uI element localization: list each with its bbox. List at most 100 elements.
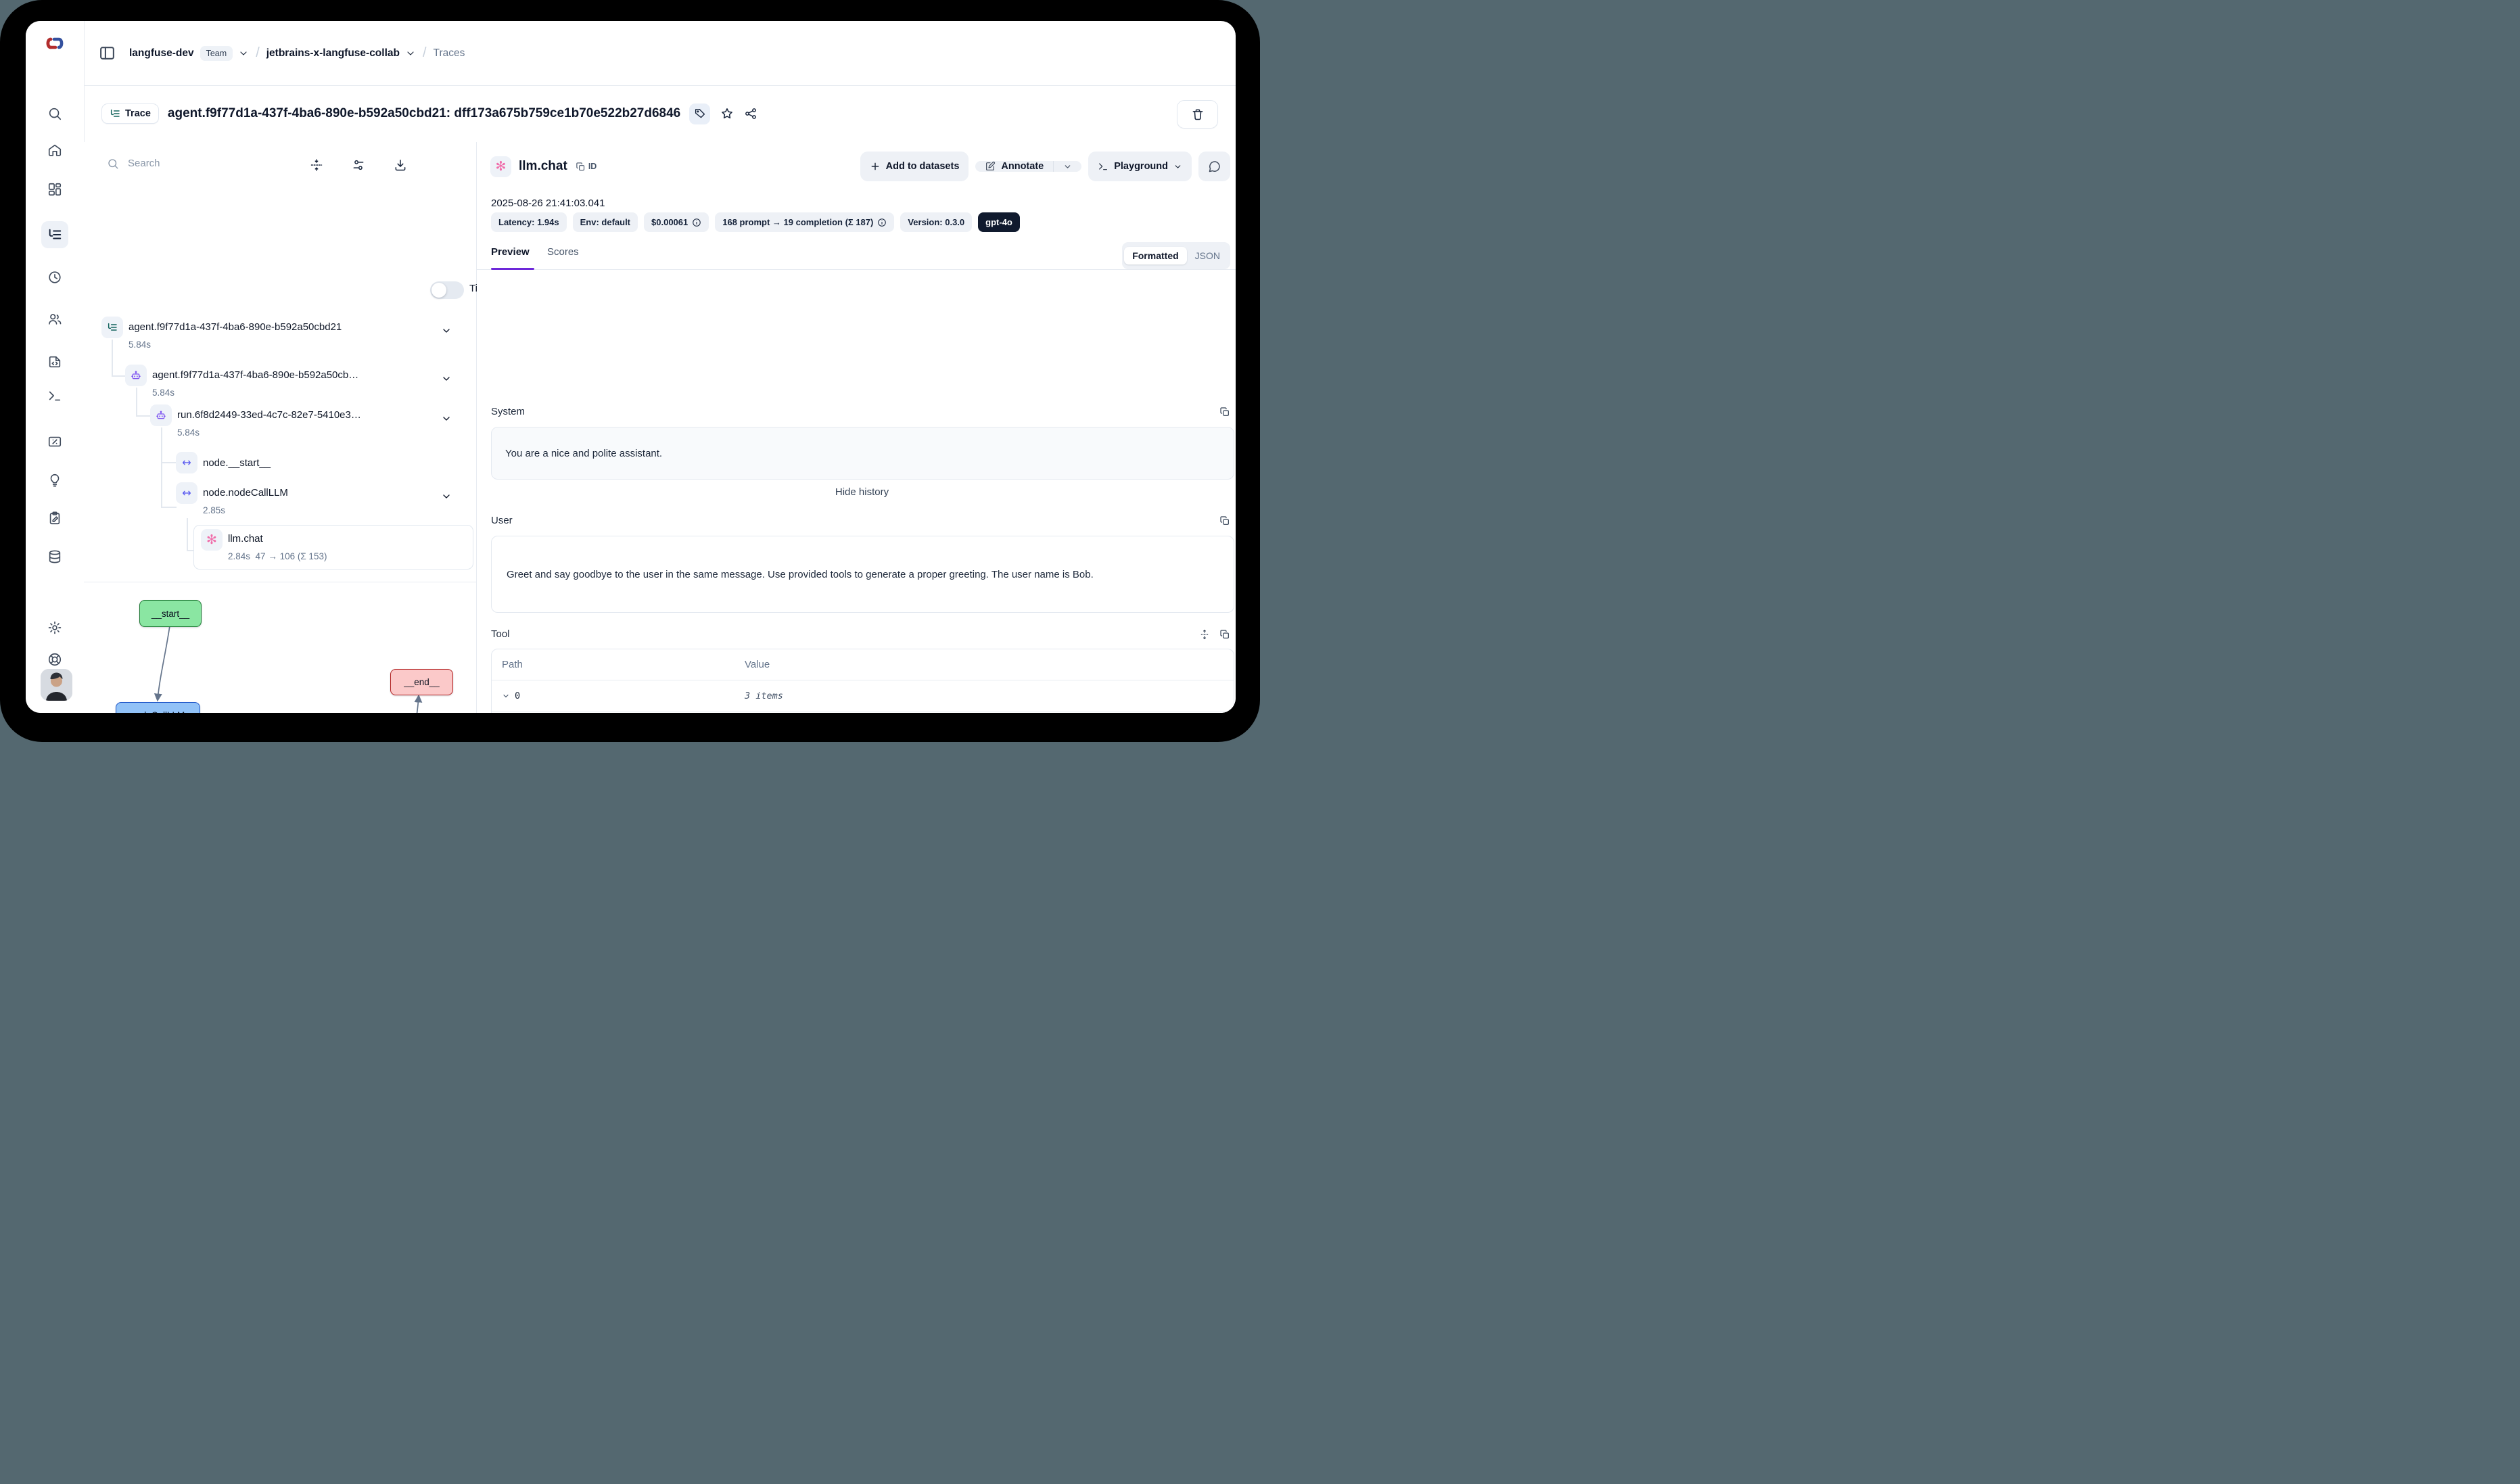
expand-icon[interactable] [1199,629,1210,640]
row-value: 2 items [743,712,1234,713]
model-badge[interactable]: gpt-4o [978,212,1020,232]
chevron-down-icon[interactable] [441,325,452,336]
copy-id-button[interactable]: ID [576,162,597,172]
tool-heading: Tool [491,628,510,640]
playground-icon[interactable] [41,382,68,409]
annotation-icon[interactable] [41,505,68,532]
hide-history-button[interactable]: Hide history [835,486,889,498]
breadcrumb-page[interactable]: Traces [433,47,465,59]
search-input[interactable] [126,157,217,170]
comments-button[interactable] [1198,152,1230,181]
chevron-down-icon[interactable] [238,48,249,59]
add-to-datasets-button[interactable]: Add to datasets [860,152,969,181]
chevron-down-icon[interactable] [441,413,452,424]
env-badge: Env: default [572,212,638,232]
share-button[interactable] [744,107,757,120]
settings-icon[interactable] [41,614,68,641]
download-icon [395,160,406,171]
formatted-option[interactable]: Formatted [1124,247,1187,264]
arrows-horizontal-icon [182,490,191,496]
column-value: Value [743,649,1234,680]
collapse-all-button[interactable] [310,158,323,172]
chevron-down-icon[interactable] [441,491,452,502]
search-icon[interactable] [41,100,68,127]
tree-row-duration: 2.85s [203,505,226,515]
list-tree-icon [110,109,120,117]
row-value: 3 items [743,680,1234,712]
breadcrumb-project[interactable]: jetbrains-x-langfuse-collab [266,47,400,59]
tool-json-table: Path Value 0 3 items function 2 items [491,649,1234,713]
system-message-text: You are a nice and polite assistant. [505,447,663,459]
users-icon[interactable] [41,306,68,333]
copy-icon[interactable] [1219,515,1230,526]
copy-icon[interactable] [1219,407,1230,417]
tree-connector [161,427,162,507]
tag-button[interactable] [689,103,711,124]
annotate-button[interactable]: Annotate [975,161,1053,172]
column-path: Path [492,649,744,680]
annotate-menu-button[interactable] [1054,161,1081,172]
graph-node-end[interactable]: __end__ [390,669,453,695]
trace-title: agent.f9f77d1a-437f-4ba6-890e-b592a50cbd… [167,106,681,120]
chevron-down-icon[interactable] [405,48,416,59]
langfuse-logo[interactable] [41,30,68,57]
user-message-box: Greet and say goodbye to the user in the… [491,536,1234,613]
observation-panel: ✻ llm.chat ID Add to datasets Annotate [477,142,1236,713]
observation-title: llm.chat [519,159,567,173]
tracing-icon[interactable] [41,221,68,248]
app-window: langfuse-dev Team / jetbrains-x-langfuse… [26,21,1236,713]
dashboards-icon[interactable] [41,176,68,203]
copy-icon [576,162,584,170]
delete-trace-button[interactable] [1177,100,1218,129]
graph-node-callllm[interactable]: nodeCallLLM [116,702,200,713]
tab-preview[interactable]: Preview [491,246,530,258]
download-button[interactable] [394,158,407,172]
chevron-down-icon[interactable] [502,692,510,700]
sessions-icon[interactable] [41,264,68,291]
share-icon [745,108,757,119]
tab-scores[interactable]: Scores [547,246,579,258]
tree-row-label: node.nodeCallLLM [203,487,288,498]
chevron-down-icon [1175,164,1181,168]
system-heading: System [491,406,526,417]
home-icon[interactable] [41,137,68,164]
tokens-badge[interactable]: 168 prompt → 19 completion (Σ 187) [715,212,895,232]
datasets-icon[interactable] [41,543,68,570]
tree-connector [187,518,188,551]
search-icon [108,158,118,168]
graph-node-start[interactable]: __start__ [139,600,202,627]
pen-square-icon [986,161,996,170]
playground-button[interactable]: Playground [1088,152,1192,181]
tree-toolbar: Timeline [84,142,507,299]
breadcrumb-org[interactable]: langfuse-dev [129,47,194,59]
nav-rail [26,21,85,713]
info-icon [878,218,887,227]
tree-connector [161,507,177,508]
tree-connector [136,388,137,416]
breadcrumb-separator: / [422,45,427,60]
table-row[interactable]: function 2 items [492,712,1234,713]
format-toggle: Formatted JSON [1122,242,1230,269]
scores-icon[interactable] [41,428,68,455]
table-row[interactable]: 0 3 items [492,680,1234,712]
user-avatar[interactable] [41,669,72,701]
timeline-toggle[interactable] [430,281,464,299]
copy-icon[interactable] [1219,629,1230,640]
tag-icon [695,108,705,118]
latency-badge: Latency: 1.94s [491,212,567,232]
tree-connector [161,462,177,463]
support-icon[interactable] [41,646,68,673]
panel-toggle-icon[interactable] [99,45,116,62]
chevron-down-icon[interactable] [441,373,452,384]
cost-badge[interactable]: $0.00061 [644,212,709,232]
tree-settings-button[interactable] [352,158,365,172]
tree-row-label: node.__start__ [203,457,271,469]
llm-icon-chip: ✻ [490,156,511,177]
star-icon [722,108,733,119]
bookmark-button[interactable] [720,107,734,120]
info-icon [693,218,701,227]
insights-icon[interactable] [41,467,68,494]
trace-title-bar: Trace agent.f9f77d1a-437f-4ba6-890e-b592… [84,85,1236,143]
json-option[interactable]: JSON [1194,250,1220,261]
prompts-icon[interactable] [41,348,68,375]
